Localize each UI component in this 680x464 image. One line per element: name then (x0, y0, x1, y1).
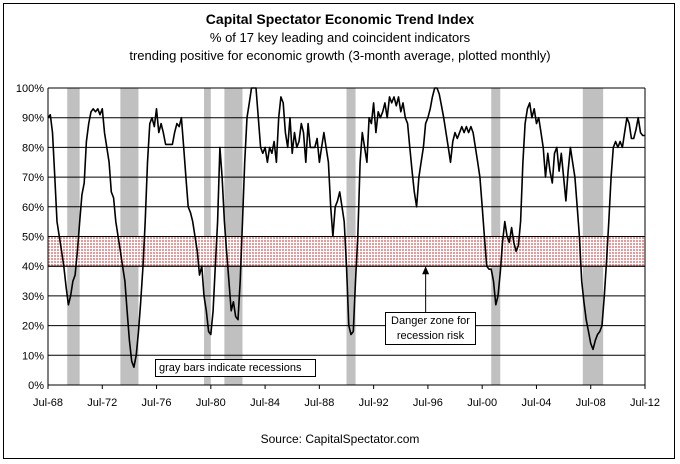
y-tick-label: 0% (28, 380, 44, 392)
chart-source: Source: CapitalSpectator.com (260, 432, 420, 446)
danger-zone-note: Danger zone for recession risk (385, 312, 476, 345)
x-tick-label: Jul-08 (576, 397, 606, 409)
x-tick-label: Jul-88 (304, 397, 334, 409)
axes (47, 88, 646, 386)
index-series-line (47, 87, 645, 369)
x-tick-label: Jul-72 (87, 397, 117, 409)
x-tick-label: Jul-96 (413, 397, 443, 409)
x-tick-label: Jul-80 (196, 397, 226, 409)
y-tick-label: 60% (22, 202, 44, 214)
y-tick-label: 50% (22, 232, 44, 244)
index-line (47, 87, 645, 369)
x-tick-label: Jul-00 (467, 397, 497, 409)
chart-title: Capital Spectator Economic Trend Index (205, 11, 475, 27)
chart-subtitle-line-2: trending positive for economic growth (3… (129, 48, 551, 63)
x-tick-label: Jul-84 (250, 397, 280, 409)
y-tick-label: 20% (22, 321, 44, 333)
y-tick-label: 30% (22, 291, 44, 303)
y-tick-label: 70% (22, 172, 44, 184)
y-tick-label: 100% (16, 83, 44, 95)
y-tick-label: 90% (22, 113, 44, 125)
y-tick-label: 80% (22, 142, 44, 154)
chart-frame (3, 3, 675, 459)
x-tick-label: Jul-04 (521, 397, 551, 409)
y-tick-label: 40% (22, 261, 44, 273)
danger-zone-arrow (422, 266, 430, 312)
arrow-head (422, 266, 430, 275)
recession-note: gray bars indicate recessions (155, 359, 316, 377)
danger-zone-note-line-1: Danger zone for (391, 315, 470, 327)
chart-subtitle-line-1: % of 17 key leading and coincident indic… (209, 30, 471, 45)
x-tick-label: Jul-76 (142, 397, 172, 409)
y-tick-label: 10% (22, 350, 44, 362)
x-tick-label: Jul-92 (359, 397, 389, 409)
y-axis-tick-labels: 0% 10% 20% 30% 40% 50% 60% 70% 80% 90% 100% (16, 83, 44, 392)
x-tick-label: Jul-68 (33, 397, 63, 409)
x-axis-tick-labels: Jul-68 Jul-72 Jul-76 Jul-80 Jul-84 Jul-88 Jul-… (33, 385, 660, 409)
danger-zone-note-line-2: recession risk (396, 330, 465, 342)
x-tick-label: Jul-12 (630, 397, 660, 409)
